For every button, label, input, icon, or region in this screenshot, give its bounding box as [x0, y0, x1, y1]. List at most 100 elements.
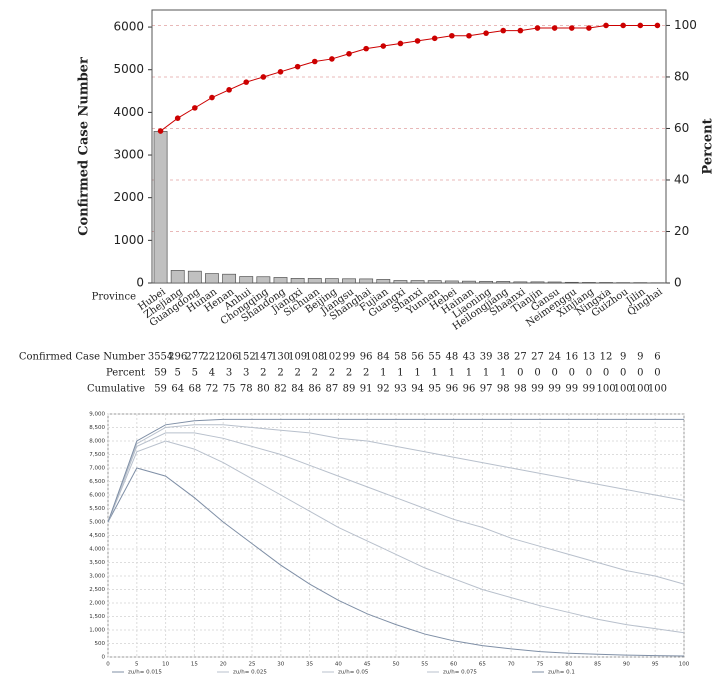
- legend-label: zu/h= 0.025: [233, 670, 267, 676]
- table-cell: 2: [277, 368, 283, 379]
- table-cell: 1: [483, 368, 489, 379]
- table-cell: 78: [240, 384, 253, 395]
- bar: [239, 276, 254, 284]
- table-cell: 55: [428, 352, 441, 363]
- cumulative-line: [160, 24, 658, 132]
- cumulative-point: [466, 32, 472, 39]
- table-cell: 99: [343, 352, 356, 363]
- y-tick-label: 6,500: [89, 479, 105, 485]
- table-cell: 9: [637, 352, 643, 363]
- table-cell: 93: [394, 384, 407, 395]
- cumulative-point: [311, 58, 318, 65]
- x-tick-label: 75: [537, 662, 544, 668]
- table-cell: 99: [531, 384, 544, 395]
- table-cell: 89: [343, 384, 356, 395]
- y2-tick-label: 20: [674, 224, 689, 238]
- table-cell: 80: [257, 384, 270, 395]
- x-tick-label: 15: [191, 662, 198, 668]
- simulation-chart: 05001,0001,5002,0002,5003,0003,5004,0004…: [89, 412, 689, 676]
- cumulative-point: [260, 74, 267, 80]
- cumulative-point: [654, 22, 661, 29]
- y-tick-label: 4000: [113, 105, 144, 119]
- bar: [324, 278, 339, 284]
- table-cell: 0: [654, 368, 660, 379]
- cumulative-point: [431, 35, 438, 42]
- cumulative-point: [277, 69, 284, 75]
- cumulative-point: [637, 22, 644, 29]
- bar: [205, 273, 219, 284]
- x-tick-label: 55: [421, 662, 428, 668]
- y-tick-label: 3000: [113, 148, 144, 162]
- table-cell: 0: [603, 368, 609, 379]
- y-tick-label: 7,500: [89, 452, 105, 458]
- table-cell: 1: [449, 368, 455, 379]
- bar: [410, 280, 425, 284]
- table-cell: 102: [322, 352, 341, 363]
- bar: [342, 278, 356, 284]
- cumulative-point: [568, 25, 575, 31]
- y-tick-label: 8,000: [89, 439, 105, 445]
- bar: [599, 282, 613, 284]
- y-tick-label: 2,500: [89, 587, 105, 593]
- table-cell: 100: [648, 384, 667, 395]
- bar: [273, 277, 288, 284]
- x-tick-label: 65: [479, 662, 486, 668]
- y-tick-label: 6,000: [89, 493, 105, 499]
- table-row-label: Cumulative: [87, 384, 145, 395]
- table-cell: 13: [583, 352, 596, 363]
- cumulative-point: [397, 40, 404, 47]
- table-cell: 4: [209, 368, 215, 379]
- table-cell: 86: [308, 384, 321, 395]
- table-cell: 82: [274, 384, 287, 395]
- cumulative-point: [363, 45, 369, 52]
- y-tick-label: 2000: [113, 190, 144, 204]
- bar: [530, 281, 545, 284]
- plot-frame: [151, 9, 667, 284]
- y-tick-label: 9,000: [89, 412, 105, 418]
- cumulative-point: [414, 38, 421, 44]
- table-cell: 0: [637, 368, 643, 379]
- x-tick-label: 95: [652, 662, 659, 668]
- x-tick-label: 90: [623, 662, 630, 668]
- table-cell: 2: [294, 368, 300, 379]
- table-cell: 92: [377, 384, 390, 395]
- legend-label: zu/h= 0.075: [443, 670, 477, 676]
- table-cell: 277: [185, 352, 204, 363]
- bar: [496, 281, 511, 284]
- table-cell: 38: [497, 352, 510, 363]
- y-tick-label: 0: [102, 655, 106, 661]
- table-cell: 91: [360, 384, 373, 395]
- series-line: [107, 432, 685, 585]
- cumulative-point: [620, 22, 626, 29]
- y2-tick-label: 80: [674, 69, 689, 83]
- table-cell: 97: [480, 384, 493, 395]
- y-axis-title: Confirmed Case Number: [77, 57, 92, 236]
- table-cell: 87: [326, 384, 339, 395]
- table-cell: 100: [631, 384, 650, 395]
- table-cell: 3554: [148, 352, 173, 363]
- table-cell: 99: [548, 384, 561, 395]
- table-cell: 58: [394, 352, 407, 363]
- y2-tick-label: 100: [674, 18, 697, 32]
- table-cell: 94: [411, 384, 424, 395]
- table-cell: 206: [220, 352, 239, 363]
- bar: [462, 280, 476, 284]
- y2-tick-label: 40: [674, 172, 689, 186]
- table-cell: 9: [620, 352, 626, 363]
- table-cell: 64: [171, 384, 184, 395]
- cumulative-point: [483, 30, 489, 36]
- y-tick-label: 4,500: [89, 533, 105, 539]
- table-cell: 39: [480, 352, 493, 363]
- y-tick-label: 8,500: [89, 425, 105, 431]
- table-cell: 100: [614, 384, 633, 395]
- x-tick-label: 85: [594, 662, 601, 668]
- table-cell: 1: [500, 368, 506, 379]
- table-cell: 0: [586, 368, 592, 379]
- bar: [170, 270, 185, 284]
- bar: [479, 280, 494, 284]
- bar: [444, 280, 459, 284]
- legend-label: zu/h= 0.05: [338, 670, 369, 676]
- bar: [153, 131, 168, 284]
- table-cell: 84: [377, 352, 390, 363]
